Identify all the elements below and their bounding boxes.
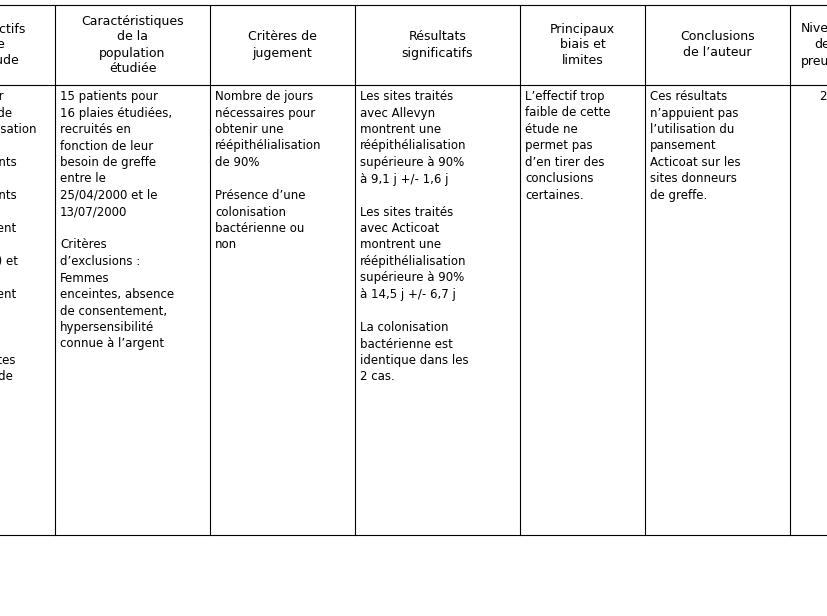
Text: Caractéristiques
de la
population
étudiée: Caractéristiques de la population étudié… <box>81 15 184 76</box>
Text: Critères de
jugement: Critères de jugement <box>248 31 317 60</box>
Text: 2: 2 <box>819 90 826 103</box>
Text: Niveau
de
preuve: Niveau de preuve <box>801 23 827 68</box>
Text: Comparer
le degré de
réépithélisation
de deux
pansements
sur les
pansements
: Al: Comparer le degré de réépithélisation de… <box>0 90 37 400</box>
Text: Conclusions
de l’auteur: Conclusions de l’auteur <box>680 31 755 60</box>
Text: Objectifs
de
l’étude: Objectifs de l’étude <box>0 23 25 68</box>
Text: Principaux
biais et
limites: Principaux biais et limites <box>550 23 615 68</box>
Text: 15 patients pour
16 plaies étudiées,
recruités en
fonction de leur
besoin de gre: 15 patients pour 16 plaies étudiées, rec… <box>60 90 174 351</box>
Text: Nombre de jours
nécessaires pour
obtenir une
réépithélialisation
de 90%

Présenc: Nombre de jours nécessaires pour obtenir… <box>215 90 322 251</box>
Text: L’effectif trop
faible de cette
étude ne
permet pas
d’en tirer des
conclusions
c: L’effectif trop faible de cette étude ne… <box>525 90 610 202</box>
Text: Résultats
significatifs: Résultats significatifs <box>402 31 473 60</box>
Text: Les sites traités
avec Allevyn
montrent une
réépithélialisation
supérieure à 90%: Les sites traités avec Allevyn montrent … <box>360 90 469 384</box>
Text: Ces résultats
n’appuient pas
l’utilisation du
pansement
Acticoat sur les
sites d: Ces résultats n’appuient pas l’utilisati… <box>650 90 741 202</box>
